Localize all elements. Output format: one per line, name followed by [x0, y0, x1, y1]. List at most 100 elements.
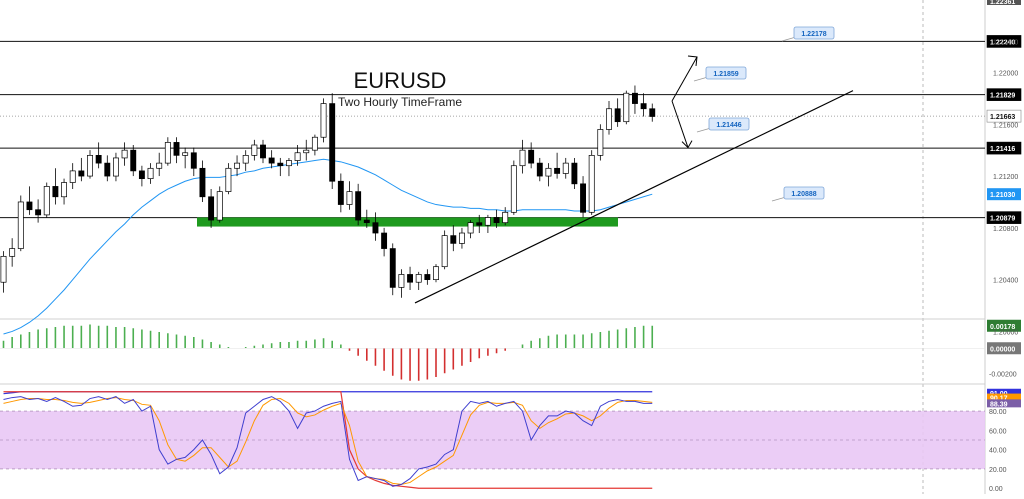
price-tick: 1.22000	[993, 70, 1018, 77]
candle-body	[346, 191, 353, 205]
candle-body	[441, 235, 448, 268]
candle-body	[493, 217, 500, 224]
candle-body	[484, 217, 491, 226]
candle-body	[156, 162, 163, 169]
level-label: 1.21416	[990, 146, 1015, 153]
level-label-box	[986, 109, 1022, 123]
candle-body	[614, 108, 621, 123]
stochastic-tick: 20.00	[989, 467, 1007, 474]
top-price-label: 1.22361	[990, 0, 1015, 6]
candle-body	[588, 155, 595, 213]
candle-body	[138, 170, 145, 180]
callout-label: 1.21859	[713, 71, 738, 78]
callout-label: 1.20888	[791, 191, 816, 198]
callout-box	[708, 117, 750, 131]
candle-body	[130, 149, 137, 172]
candles-layer[interactable]	[0, 85, 656, 298]
candle-body	[286, 160, 292, 167]
level-label: 1.21829	[990, 93, 1015, 100]
callout-box	[705, 66, 747, 80]
candle-body	[61, 182, 68, 198]
candle-body	[502, 211, 509, 224]
candle-body	[311, 136, 318, 151]
candle-body	[104, 162, 111, 177]
candle-body	[303, 149, 310, 154]
candle-body	[623, 92, 630, 123]
ma-label: 1.21030	[990, 192, 1015, 199]
macd-zero-label-box	[987, 342, 1021, 355]
up-arrow-head	[687, 55, 698, 67]
candle-body	[337, 180, 344, 205]
stochastic-tick: 80.00	[989, 409, 1007, 416]
stochastic-tick: 0.00	[989, 486, 1003, 493]
level-label-box	[986, 141, 1022, 155]
candle-body	[450, 235, 457, 244]
level-label: 1.22240	[990, 39, 1015, 46]
candle-body	[147, 167, 154, 180]
moving-average-line	[3, 158, 653, 335]
price-tick: 1.21200	[993, 174, 1018, 181]
candle-body	[234, 162, 240, 169]
candle-body	[562, 162, 569, 174]
macd-label: 0.00178	[990, 324, 1015, 331]
level-label: 1.20879	[990, 216, 1015, 223]
chart-title: EURUSD	[354, 68, 447, 93]
candle-body	[363, 219, 370, 224]
candle-body	[536, 162, 543, 177]
level-label-box	[986, 211, 1022, 224]
candle-body	[467, 222, 474, 234]
candle-body	[424, 274, 431, 280]
candle-body	[320, 103, 327, 138]
level-label-box	[986, 88, 1022, 101]
callout-box	[783, 186, 825, 200]
price-axis-layer: 1.22400 1.22000 1.21600 1.21200 1.20800 1.204…	[987, 0, 1021, 336]
candle-body	[87, 155, 93, 177]
macd-tick: -0.00200	[989, 371, 1017, 378]
top-label-box	[987, 0, 1021, 5]
candle-body	[9, 248, 16, 257]
candle-body	[17, 201, 24, 249]
rising-trendline	[414, 90, 854, 304]
callout-label: 1.21446	[716, 122, 741, 129]
moving-average-layer: 1.21030	[3, 158, 1021, 335]
ma-label-box	[987, 188, 1021, 201]
candle-body	[510, 165, 517, 213]
price-tick: 1.20800	[993, 226, 1018, 233]
candle-body	[528, 149, 535, 164]
candle-body	[649, 108, 656, 117]
macd-histogram-layer: 0.00178 0.00000 -0.00200	[0, 319, 1021, 381]
candle-body	[407, 274, 414, 283]
candle-body	[26, 201, 33, 211]
stochastic-k-line	[3, 396, 653, 487]
candle-body	[389, 248, 396, 288]
candle-body	[190, 152, 197, 169]
candle-body	[631, 92, 638, 104]
price-tick: 1.20400	[993, 278, 1018, 285]
candle-body	[35, 209, 42, 216]
stochastic-tick: 40.00	[989, 448, 1007, 455]
candle-body	[268, 157, 275, 164]
candle-body	[251, 144, 258, 156]
horizontal-levels-layer: 1.22240 1.21829 1.21416 1.20879 1.21663	[0, 35, 1022, 224]
price-tick: 1.22400	[993, 39, 1018, 46]
stochastic-label: 90.17	[990, 396, 1008, 403]
candle-body	[415, 274, 422, 283]
candle-body	[0, 255, 7, 283]
candle-body	[372, 222, 379, 234]
stochastic-tick: 60.00	[989, 428, 1007, 435]
candle-body	[640, 103, 647, 110]
support-zone-layer	[197, 217, 618, 227]
candle-body	[277, 162, 284, 167]
candle-body	[95, 155, 102, 164]
stochastic-label: 88.39	[990, 401, 1008, 408]
candle-body	[260, 144, 266, 159]
support-zone	[197, 217, 618, 227]
candle-body	[112, 157, 119, 177]
candle-body	[164, 142, 171, 164]
chart-subtitle: Two Hourly TimeFrame	[338, 95, 462, 109]
level-label: 1.21663	[990, 114, 1015, 121]
stochastic-label-box	[987, 393, 1021, 402]
